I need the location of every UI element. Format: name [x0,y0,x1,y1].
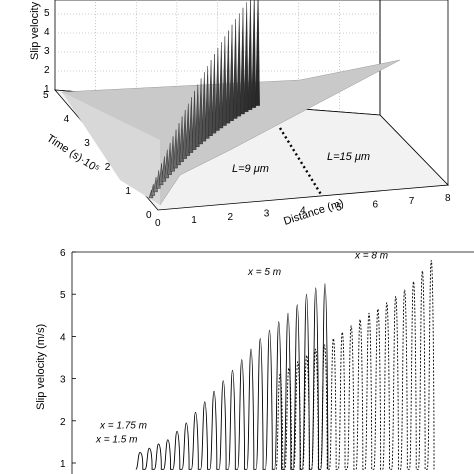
surface-plateau-shade [62,92,160,205]
surface-x-tick: 0 [155,218,161,229]
surface-x-tick: 2 [228,212,234,223]
series-line-solid [135,283,329,470]
surface-pulse [240,7,245,115]
surface-gridlines [55,0,380,112]
surface-pulse [211,54,217,134]
peak-annotation: x = 1.75 m [99,420,147,431]
surface-pulse [236,13,242,117]
y-tick-label: 6 [60,248,66,259]
surface-z-tick: 1 [44,84,50,95]
surface-pulse [179,116,184,162]
surface-pulses [148,0,260,199]
surface-x-tick: 3 [264,209,270,220]
surface-zlabel: Slip velocity [29,1,41,60]
y-tick-label: 5 [60,290,66,301]
y-tick-label: 4 [60,332,66,343]
surface-pulse [173,129,178,169]
surface-y-tick: 0 [146,210,152,221]
surface-z-tick: 4 [44,27,50,38]
surface-pulse [215,48,220,131]
surface-pulse [188,97,194,153]
surface-x-tick: 4 [300,206,306,217]
surface-x-tick: 7 [409,196,415,207]
surface-y-tick: 5 [43,90,49,101]
surface-pulse [232,19,238,119]
surface-y-tick: 2 [105,162,111,173]
surface-y-tick: 3 [84,138,90,149]
surface-pulse [191,90,197,150]
surface-pulse [208,60,213,136]
surface-pulse [243,2,249,112]
surface-pulse [225,30,231,124]
surface-pulse [201,72,207,142]
surface-x-tick: 1 [191,215,197,226]
surface-x-tick: 5 [336,202,342,213]
line-ylabel: Slip velocity (m/s) [35,324,47,410]
y-tick-labels: 1 2 3 4 5 6 [60,248,76,470]
surface-pulse [185,103,191,156]
surface-y-tick: 4 [64,114,70,125]
surface-z-tick: 5 [44,8,50,19]
y-tick-label: 1 [60,459,66,470]
surface-x-tick: 8 [445,193,451,204]
peak-annotations: x = 1.5 m x = 1.75 m x = 5 m x = 8 m [95,250,388,445]
surface-pulse [251,0,257,108]
surface-chart: L=9 μm L=15 μm Slip velocity Time (s)·10… [29,0,451,229]
surface-z-tick: 2 [44,65,50,76]
series-line-dotted [275,259,435,470]
surface-pulse [195,84,200,147]
surface-pulse [255,0,260,106]
surface-pulse [218,42,224,129]
surface-z-tick: 3 [44,46,50,57]
region-boundary-line [278,127,324,197]
peak-annotation: x = 5 m [247,267,281,278]
surface-pulse [198,78,203,145]
surface-pulse [176,123,181,166]
surface-pulse [229,24,234,121]
y-tick-label: 3 [60,375,66,386]
surface-pulse [182,110,187,159]
region-label-left: L=9 μm [232,163,269,175]
surface-pulse [247,0,253,110]
surface-pulse [204,66,210,139]
surface-y-tick: 1 [125,186,131,197]
surface-x-tick: 6 [373,199,379,210]
region-label-right: L=15 μm [327,151,370,163]
surface-pulse [170,136,175,172]
y-tick-label: 2 [60,417,66,428]
surface-pulse [222,36,227,126]
peak-annotation: x = 8 m [354,250,388,261]
series-lines [135,259,435,470]
peak-annotation: x = 1.5 m [95,435,137,446]
